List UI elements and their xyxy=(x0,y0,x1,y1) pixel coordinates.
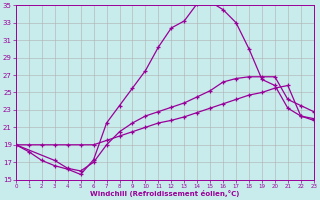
X-axis label: Windchill (Refroidissement éolien,°C): Windchill (Refroidissement éolien,°C) xyxy=(90,190,240,197)
